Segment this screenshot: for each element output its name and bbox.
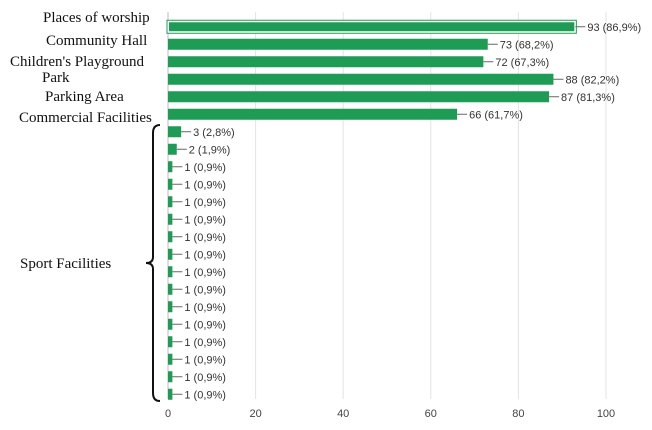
data-label: 1 (0,9%) (184, 302, 226, 314)
data-label: 1 (0,9%) (184, 232, 226, 244)
data-label: 72 (67,3%) (495, 57, 549, 69)
bar (168, 318, 173, 330)
bar (168, 353, 173, 365)
x-tick-label: 40 (337, 408, 349, 420)
data-label: 1 (0,9%) (184, 337, 226, 349)
group-label-sport-facilities: Sport Facilities (20, 256, 111, 272)
x-tick-label: 80 (512, 408, 524, 420)
bar (168, 388, 173, 400)
sport-facilities-bracket (145, 124, 161, 402)
data-label: 1 (0,9%) (184, 354, 226, 366)
bar (168, 266, 173, 278)
bar (168, 126, 182, 138)
data-label: 1 (0,9%) (184, 319, 226, 331)
data-label: 1 (0,9%) (184, 179, 226, 191)
category-label: Community Hall (46, 33, 147, 49)
data-label: 1 (0,9%) (184, 267, 226, 279)
bar (168, 213, 173, 225)
bar (168, 231, 173, 243)
category-label: Places of worship (43, 10, 150, 26)
bar (168, 371, 173, 383)
bar (168, 38, 488, 50)
bar (168, 248, 173, 260)
data-label: 1 (0,9%) (184, 214, 226, 226)
data-label: 3 (2,8%) (193, 127, 235, 139)
bar (168, 336, 173, 348)
x-tick-label: 60 (425, 408, 437, 420)
bar (168, 73, 554, 85)
data-label: 1 (0,9%) (184, 372, 226, 384)
data-label: 2 (1,9%) (189, 144, 231, 156)
category-label: Children's Playground Park (10, 54, 144, 86)
x-tick-label: 100 (597, 408, 615, 420)
category-label: Parking Area (45, 89, 124, 105)
data-label: 93 (86,9%) (587, 22, 641, 34)
bar (168, 143, 177, 155)
x-axis-ticks: 0 20 40 60 80 100 (165, 408, 615, 420)
bar (168, 91, 550, 103)
bar (168, 196, 173, 208)
data-label: 1 (0,9%) (184, 197, 226, 209)
labels-group: 93 (86,9%) 73 (68,2%) 72 (67,3%) 88 (82,2%)… (10, 10, 641, 401)
x-tick-label: 20 (249, 408, 261, 420)
bar (168, 283, 173, 295)
bar (168, 178, 173, 190)
bar (168, 108, 458, 120)
data-label: 1 (0,9%) (184, 162, 226, 174)
bar (168, 161, 173, 173)
data-label: 1 (0,9%) (184, 249, 226, 261)
bar (168, 56, 484, 68)
x-tick-label: 0 (165, 408, 171, 420)
bar (168, 301, 173, 313)
category-label: Commercial Facilities (19, 110, 152, 126)
data-label: 73 (68,2%) (500, 39, 554, 51)
data-label: 1 (0,9%) (184, 284, 226, 296)
data-label: 88 (82,2%) (565, 74, 619, 86)
bar (167, 20, 577, 34)
bars-group (166, 19, 577, 400)
gridlines (167, 12, 607, 399)
data-label: 66 (61,7%) (469, 109, 523, 121)
data-label: 87 (81,3%) (561, 92, 615, 104)
data-label: 1 (0,9%) (184, 389, 226, 401)
